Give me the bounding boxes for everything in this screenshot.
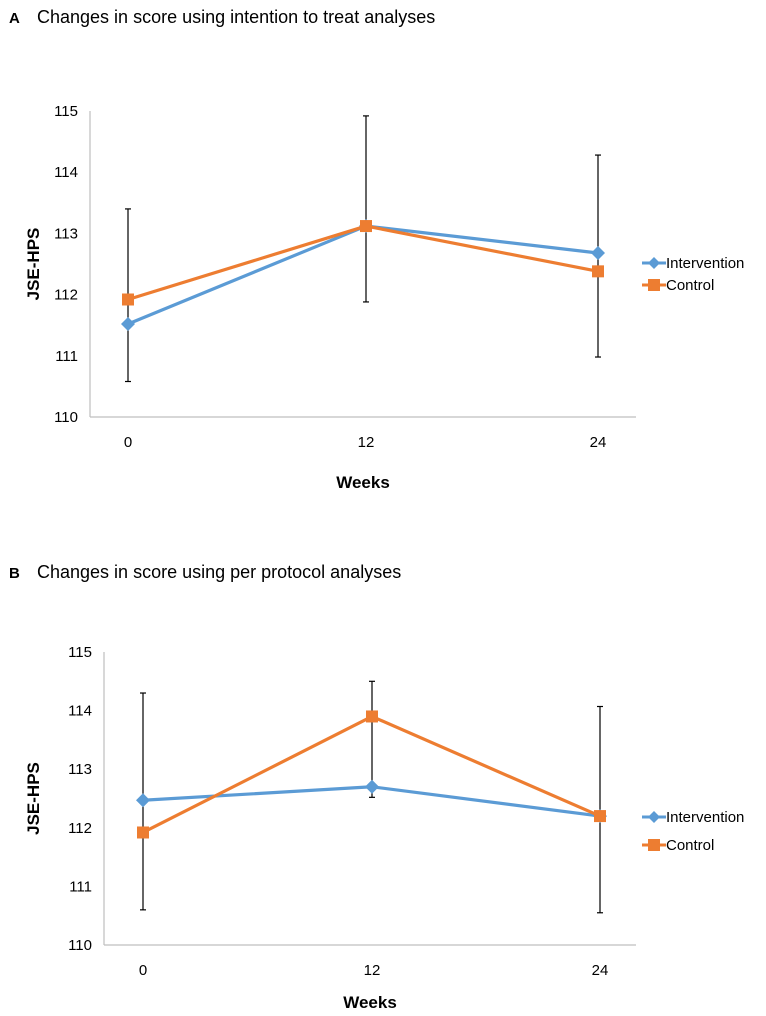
- legend-marker-control: [648, 839, 660, 851]
- y-axis-title: JSE-HPS: [24, 228, 43, 301]
- x-axis-title: Weeks: [343, 993, 397, 1012]
- legend-marker-control: [648, 279, 660, 291]
- y-axis-title: JSE-HPS: [24, 762, 43, 835]
- y-tick-label: 113: [68, 761, 92, 778]
- data-point-intervention: [121, 316, 135, 331]
- y-tick-label: 111: [55, 348, 78, 365]
- data-point-control: [592, 265, 604, 278]
- x-tick-label: 24: [592, 962, 609, 979]
- y-tick-label: 112: [68, 820, 92, 837]
- legend-label-control: Control: [666, 837, 714, 854]
- y-tick-label: 110: [68, 937, 92, 954]
- y-tick-label: 114: [68, 703, 92, 720]
- x-tick-label: 12: [358, 434, 375, 451]
- series-line-intervention: [127, 224, 599, 326]
- data-point-intervention: [365, 779, 379, 794]
- x-tick-label: 24: [590, 434, 607, 451]
- x-tick-label: 0: [124, 434, 132, 451]
- legend-marker-intervention: [648, 257, 660, 269]
- data-point-intervention: [136, 793, 150, 808]
- legend-label-control: Control: [666, 277, 714, 294]
- x-tick-label: 12: [364, 962, 381, 979]
- y-tick-label: 110: [54, 409, 78, 426]
- legend-label-intervention: Intervention: [666, 255, 744, 272]
- chart-panel-a: A Changes in score using intention to tre…: [9, 7, 744, 492]
- legend-label-intervention: Intervention: [666, 809, 744, 826]
- data-point-intervention: [591, 245, 605, 260]
- x-tick-label: 0: [139, 962, 147, 979]
- data-point-control: [360, 220, 372, 233]
- legend-marker-intervention: [648, 811, 660, 823]
- x-axis-title: Weeks: [336, 473, 390, 492]
- series-line-control: [127, 224, 599, 302]
- panel-label: B: [9, 565, 20, 582]
- data-point-control: [122, 293, 134, 306]
- y-tick-label: 112: [54, 287, 78, 304]
- data-point-control: [366, 710, 378, 723]
- y-tick-label: 115: [54, 103, 78, 120]
- y-tick-label: 113: [54, 225, 78, 242]
- data-point-control: [137, 826, 149, 839]
- y-tick-label: 114: [54, 164, 78, 181]
- chart-title: Changes in score using per protocol anal…: [37, 562, 401, 582]
- data-point-control: [594, 810, 606, 823]
- y-tick-label: 111: [69, 878, 92, 895]
- y-tick-label: 115: [68, 644, 92, 661]
- chart-panel-b: B Changes in score using per protocol ana…: [9, 562, 744, 1012]
- panel-label: A: [9, 10, 20, 27]
- chart-title: Changes in score using intention to trea…: [37, 7, 435, 27]
